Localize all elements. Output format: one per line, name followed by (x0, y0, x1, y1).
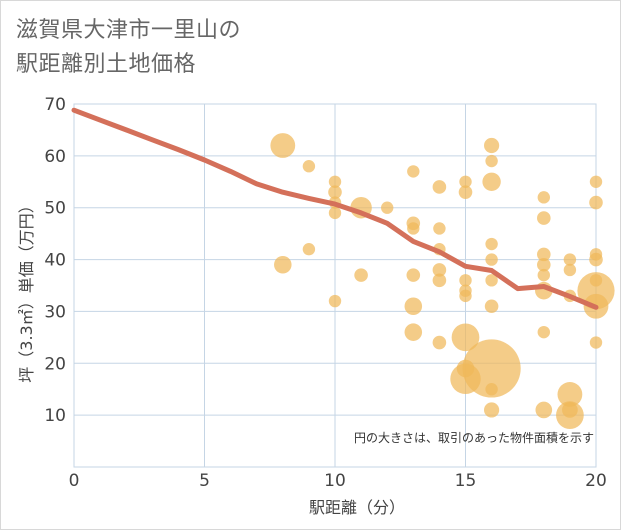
bubble-point (459, 175, 472, 188)
bubble-point (456, 359, 475, 378)
bubble-point (589, 274, 603, 287)
y-tick-label: 60 (44, 147, 66, 167)
bubble-point (485, 237, 498, 251)
bubble-point (406, 268, 421, 282)
trend-line-group (71, 107, 599, 310)
bubble-point (537, 268, 550, 282)
bubble-point (328, 206, 342, 220)
bubble-point (557, 382, 583, 407)
bubble-point (484, 137, 500, 154)
x-axis-label: 駅距離（分） (309, 498, 405, 517)
bubble-point (451, 323, 480, 352)
tick-labels: 0 5 10 15 20 10 20 30 40 50 60 70 (44, 95, 606, 491)
bubble-point (404, 323, 423, 341)
y-tick-label: 40 (44, 251, 66, 271)
y-tick-label: 50 (44, 199, 66, 219)
bubble-point (484, 299, 499, 314)
bubbles (270, 133, 615, 430)
chart-title: 滋賀県大津市一里山の 駅距離別土地価格 (16, 14, 241, 82)
bubble-point (563, 263, 577, 277)
bubble-point (485, 253, 498, 266)
bubble-point (537, 247, 551, 262)
bubble-point (535, 401, 553, 419)
bubble-point (537, 257, 551, 272)
x-tick-label: 10 (324, 471, 346, 491)
bubble-point (328, 294, 342, 308)
bubble-size-note: 円の大きさは、取引のあった物件面積を示す (354, 430, 594, 445)
bubble-point (328, 175, 342, 188)
bubble-point (537, 191, 550, 204)
bubble-point (562, 402, 578, 418)
y-tick-label: 10 (44, 406, 66, 426)
bubble-point (485, 383, 498, 396)
bubble-point (433, 222, 446, 235)
bubble-point (537, 325, 550, 339)
x-tick-label: 15 (455, 471, 477, 491)
bubble-point (589, 248, 603, 261)
bubble-point (484, 402, 500, 418)
bubble-point (407, 222, 420, 235)
chart-title-line-2: 駅距離別土地価格 (16, 52, 197, 77)
bubble-point (328, 185, 342, 199)
bubble-point (302, 160, 316, 173)
bubble-point (274, 255, 292, 274)
y-tick-label: 70 (44, 95, 66, 115)
bubble-point (537, 211, 551, 225)
grid (73, 103, 597, 468)
bubble-point (589, 195, 603, 210)
y-tick-label: 30 (44, 302, 66, 322)
bubble-point (485, 274, 498, 287)
bubble-point (432, 180, 447, 194)
bubble-point (589, 175, 603, 188)
bubble-point (381, 201, 394, 214)
trend-line (71, 107, 599, 310)
bubble-point (458, 185, 473, 199)
bubble-point (563, 253, 577, 266)
bubble-point (302, 243, 316, 256)
y-axis-label: 坪（3.3㎡）単価（万円） (17, 197, 36, 382)
x-tick-label: 0 (69, 471, 80, 491)
bubble-point (432, 335, 447, 350)
bubble-point (404, 297, 423, 316)
bubble-point (432, 273, 447, 288)
x-tick-label: 20 (585, 471, 607, 491)
bubble-point (354, 268, 368, 282)
bubble-point (459, 289, 472, 303)
bubble-point (459, 274, 472, 287)
bubble-point (482, 172, 501, 191)
y-tick-label: 20 (44, 354, 66, 374)
bubble-point (407, 165, 420, 178)
bubble-point (485, 154, 498, 168)
bubble-point (432, 263, 447, 277)
bubble-point (270, 133, 296, 158)
chart-title-line-1: 滋賀県大津市一里山の (16, 18, 242, 43)
bubble-point (589, 336, 603, 349)
x-tick-label: 5 (199, 471, 210, 491)
